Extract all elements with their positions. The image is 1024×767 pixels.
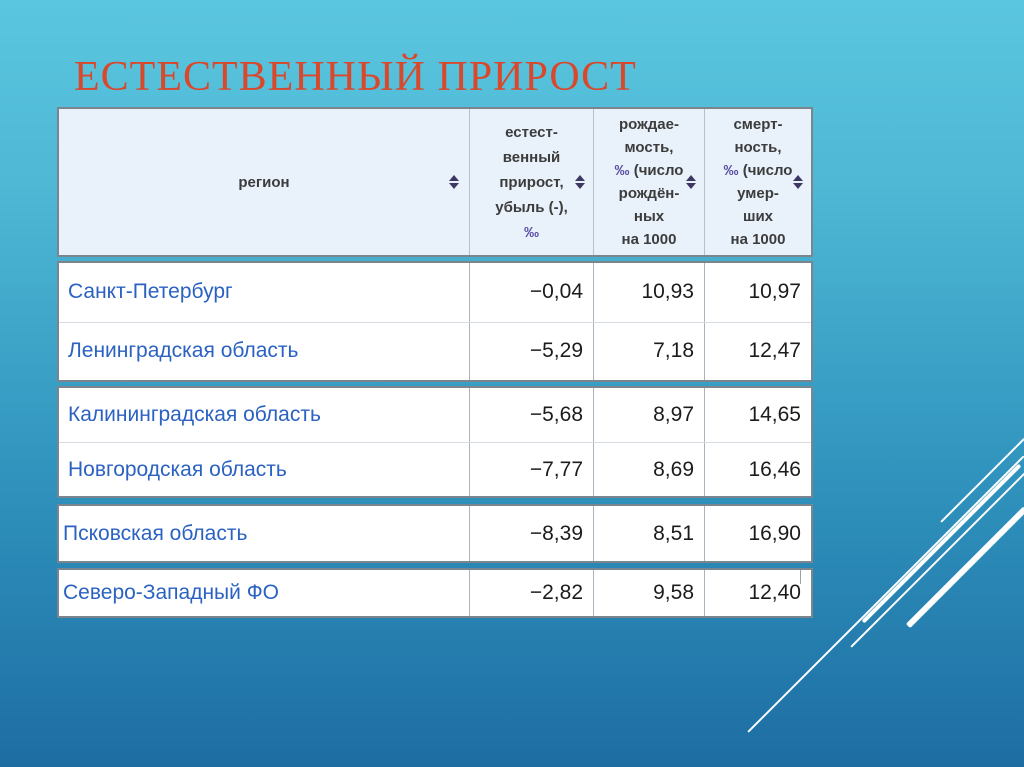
- value-cell: 16,46: [748, 457, 801, 481]
- permille-symbol: ‰: [723, 162, 739, 179]
- sort-up-arrow-icon: [686, 175, 696, 181]
- sort-down-arrow-icon: [449, 183, 459, 189]
- table-block-1: Санкт-Петербург −0,04 10,93 10,97 Ленинградс…: [57, 261, 813, 382]
- table-row: Калининградская область −5,68 8,97 14,65: [59, 388, 811, 442]
- header-line: ших: [742, 208, 774, 225]
- column-header-3[interactable]: смерт-ность, ‰ (число умер-ших на 1000: [705, 109, 811, 255]
- sort-icon[interactable]: [449, 175, 459, 189]
- sort-down-arrow-icon: [575, 183, 585, 189]
- value-cell: −0,04: [470, 263, 594, 322]
- value-cell: 8,97: [594, 388, 705, 442]
- header-line: на 1000: [621, 231, 677, 248]
- column-header-region[interactable]: регион: [59, 109, 470, 255]
- header-line: прирост,: [499, 173, 564, 191]
- sort-up-arrow-icon: [449, 175, 459, 181]
- value-cell: −2,82: [470, 570, 594, 616]
- permille-symbol: ‰: [524, 223, 539, 241]
- table-row: Новгородская область −7,77 8,69 16,46: [59, 442, 811, 496]
- header-line: на 1000: [730, 231, 786, 248]
- header-line: ‰ (число: [723, 162, 793, 179]
- value-cell: 7,18: [594, 322, 705, 380]
- header-line: убыль (-),: [495, 198, 568, 216]
- value-cell: −5,68: [470, 388, 594, 442]
- value-cell: 8,69: [594, 443, 705, 496]
- table-header: регион естест-венный прирост, убыль (-), ‰ ро…: [57, 107, 813, 257]
- table-row: Псковская область −8,39 8,51 16,90: [59, 506, 811, 561]
- page-title: ЕСТЕСТВЕННЫЙ ПРИРОСТ: [74, 54, 637, 100]
- header-line: ность,: [734, 139, 782, 156]
- value-cell: −5,29: [470, 322, 594, 380]
- header-line: смерт-: [733, 116, 783, 133]
- column-edge-artifact: [800, 570, 801, 584]
- region-cell[interactable]: Санкт-Петербург: [59, 263, 470, 322]
- value-cell: 12,47: [748, 339, 801, 363]
- diagonal-accent-line: [861, 463, 1022, 624]
- value-cell: 8,51: [594, 506, 705, 561]
- value-cell: 9,58: [594, 570, 705, 616]
- column-header-2[interactable]: рождае-мость, ‰ (число рождён-ных на 1000: [594, 109, 705, 255]
- header-line: естест-: [505, 123, 558, 141]
- diagonal-accent-line: [850, 469, 1024, 648]
- value-cell: 10,97: [748, 280, 801, 304]
- table-row: Ленинградская область −5,29 7,18 12,47: [59, 321, 811, 380]
- table-block-3: Псковская область −8,39 8,51 16,90: [57, 504, 813, 563]
- diagonal-accent-line: [940, 437, 1024, 523]
- value-cell: 14,65: [748, 403, 801, 426]
- header-line: рождае-: [619, 116, 679, 133]
- header-line: умер-: [737, 185, 779, 202]
- region-cell[interactable]: Северо-Западный ФО: [59, 570, 470, 616]
- value-cell: −7,77: [470, 443, 594, 496]
- region-cell[interactable]: Калининградская область: [59, 388, 470, 442]
- header-line: ных: [633, 208, 665, 225]
- sort-icon[interactable]: [686, 175, 696, 189]
- header-line: ‰ (число: [614, 162, 684, 179]
- sort-icon[interactable]: [793, 175, 803, 189]
- sort-up-arrow-icon: [575, 175, 585, 181]
- permille-symbol: ‰: [614, 162, 630, 179]
- header-line: рождён-: [618, 185, 680, 202]
- table-row: Северо-Западный ФО −2,82 9,58 12,40: [59, 570, 811, 616]
- region-cell[interactable]: Ленинградская область: [59, 322, 470, 380]
- value-cell: 10,93: [594, 263, 705, 322]
- sort-down-arrow-icon: [793, 183, 803, 189]
- sort-down-arrow-icon: [686, 183, 696, 189]
- sort-icon[interactable]: [575, 175, 585, 189]
- table-row: Санкт-Петербург −0,04 10,93 10,97: [59, 263, 811, 322]
- header-line: венный: [502, 148, 561, 166]
- value-cell: −8,39: [470, 506, 594, 561]
- region-cell[interactable]: Новгородская область: [59, 443, 470, 496]
- region-cell[interactable]: Псковская область: [59, 506, 470, 561]
- column-header-1[interactable]: естест-венный прирост, убыль (-), ‰: [470, 109, 594, 255]
- diagonal-accent-line: [905, 506, 1024, 629]
- value-cell: 12,40: [748, 581, 801, 604]
- header-line: мость,: [624, 139, 674, 156]
- header-line: ‰: [470, 220, 593, 245]
- value-cell: 16,90: [748, 521, 801, 545]
- table-block-4: Северо-Западный ФО −2,82 9,58 12,40: [57, 568, 813, 618]
- table-block-2: Калининградская область −5,68 8,97 14,65 Нов…: [57, 386, 813, 498]
- sort-up-arrow-icon: [793, 175, 803, 181]
- column-header-label: регион: [238, 173, 290, 191]
